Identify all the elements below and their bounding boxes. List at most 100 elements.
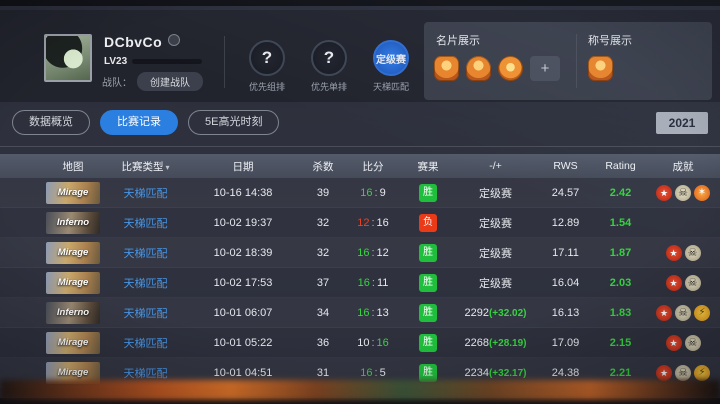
rating-value: 2.21 [609,366,632,379]
match-row[interactable]: Mirage 天梯匹配 10-02 17:53 37 16:11 胜 定级赛 1… [0,268,720,298]
result-badge: 胜 [419,303,437,322]
score-value: 16:5 [360,366,386,379]
tab-data-overview[interactable]: 数据概览 [12,110,90,135]
team-label: 战队： [102,78,132,89]
match-date: 10-16 14:38 [213,186,273,199]
achievements-cell: ★ ☠ ⚡ [648,304,718,321]
match-row[interactable]: Mirage 天梯匹配 10-01 05:22 36 10:16 胜 2268(… [0,328,720,358]
achievement-star-icon: ★ [656,184,672,201]
rws-value: 17.11 [552,246,579,259]
achievement-star-icon: ★ [665,334,682,351]
achievements-cell: ★ ☠ [648,334,718,351]
header-elo: -/+ [489,160,502,172]
photo-bottom-glare [0,380,720,400]
match-type-link[interactable]: 天梯匹配 [123,187,168,200]
score-value: 10:16 [357,336,389,349]
header-result: 赛果 [417,160,439,173]
verified-shield-icon [168,34,181,46]
map-thumbnail: Mirage [46,361,100,384]
match-type-link[interactable]: 天梯匹配 [123,337,168,350]
medal-icon[interactable] [588,56,613,81]
rws-value: 24.57 [551,186,580,199]
match-row[interactable]: Mirage 天梯匹配 10-02 18:39 32 16:12 胜 定级赛 1… [0,238,720,268]
map-thumbnail: Inferno [46,211,100,234]
match-type-link[interactable]: 天梯匹配 [123,217,168,230]
profile-bar: DCbvCo LV23 战队： 创建战队 ? 优先组排 ? 优先单排 定级赛 天… [0,10,720,102]
kills-value: 32 [316,216,330,229]
match-table: 地图 比赛类型 ▾ 日期 杀数 比分 赛果 -/+ RWS Rating 成就 M… [0,154,720,388]
result-badge: 负 [419,213,437,232]
rating-value: 2.03 [609,276,632,289]
match-type-link[interactable]: 天梯匹配 [123,307,168,320]
level-badge: LV23 [104,56,128,67]
player-name: DCbvCo [104,34,181,50]
match-type-link[interactable]: 天梯匹配 [123,367,168,380]
elo-value: 定级赛 [479,277,512,290]
kills-value: 31 [316,366,330,379]
header-match-type-filter[interactable]: 比赛类型 ▾ [121,160,170,173]
rating-value: 1.87 [609,246,632,259]
ladder-rank-button[interactable]: 定级赛 [373,40,409,76]
rws-value: 16.04 [551,276,580,289]
chevron-down-icon: ▾ [165,162,170,172]
create-team-button[interactable]: 创建战队 [137,72,203,91]
match-date: 10-01 05:22 [213,336,273,349]
result-badge: 胜 [419,273,437,292]
match-row[interactable]: Inferno 天梯匹配 10-02 19:37 32 12:16 负 定级赛 … [0,208,720,238]
achievement-star-icon: ★ [656,304,672,321]
avatar[interactable] [44,34,92,82]
kills-value: 32 [316,246,330,259]
rws-value: 16.13 [551,306,580,319]
tab-match-record[interactable]: 比赛记录 [100,110,178,135]
match-row[interactable]: Mirage 天梯匹配 10-01 04:51 31 16:5 胜 2234(+… [0,358,720,388]
medal-icon[interactable] [498,56,523,81]
rating-value: 2.15 [609,336,632,349]
achievement-flame-icon: ✶ [694,184,710,201]
priority-group-queue-button[interactable]: ? [249,40,285,76]
result-badge: 胜 [419,333,437,352]
divider [224,36,225,88]
map-thumbnail: Mirage [46,271,100,294]
match-type-link[interactable]: 天梯匹配 [123,247,168,260]
rws-value: 12.89 [551,216,580,229]
match-date: 10-02 19:37 [213,216,273,229]
achievement-star-icon: ★ [656,364,672,381]
match-type-link[interactable]: 天梯匹配 [123,277,168,290]
elo-value: 定级赛 [479,247,512,260]
kills-value: 37 [316,276,330,289]
match-row[interactable]: Inferno 天梯匹配 10-01 06:07 34 16:13 胜 2292… [0,298,720,328]
divider [576,34,577,88]
add-card-button[interactable]: + [530,56,560,81]
kills-value: 34 [316,306,330,319]
match-date: 10-01 04:51 [213,366,273,379]
achievements-cell: ★ ☠ ✶ [648,184,718,201]
rws-value: 17.09 [551,336,580,349]
header-rating: Rating [605,160,636,172]
rating-value: 1.54 [609,216,632,229]
priority-solo-queue-button[interactable]: ? [311,40,347,76]
score-value: 16:9 [360,186,386,199]
header-rws: RWS [553,160,578,172]
map-thumbnail: Mirage [46,331,100,354]
priority-solo-queue-label: 优先单排 [310,82,347,92]
priority-group-queue: ? 优先组排 [236,40,298,93]
tab-5e-highlights[interactable]: 5E高光时刻 [188,110,280,135]
divider [0,146,720,147]
rating-value: 1.83 [609,306,632,319]
year-selector[interactable]: 2021 [656,112,708,134]
medal-icon[interactable] [434,56,459,81]
achievement-skull-icon: ☠ [684,334,701,351]
match-row[interactable]: Mirage 天梯匹配 10-16 14:38 39 16:9 胜 定级赛 24… [0,178,720,208]
ladder-rank-label: 天梯匹配 [372,82,409,92]
achievement-skull-icon: ☠ [675,364,691,381]
map-thumbnail: Inferno [46,301,100,324]
rws-value: 24.38 [551,366,580,379]
table-header-row: 地图 比赛类型 ▾ 日期 杀数 比分 赛果 -/+ RWS Rating 成就 [0,154,720,178]
achievement-bolt-icon: ⚡ [694,364,710,381]
title-showcase-title: 称号展示 [588,35,632,47]
ladder-rank-badge: 定级赛 天梯匹配 [360,40,422,93]
achievements-cell: ★ ☠ [648,274,718,291]
header-score: 比分 [362,160,384,173]
elo-value: 定级赛 [479,217,512,230]
medal-icon[interactable] [466,56,491,81]
